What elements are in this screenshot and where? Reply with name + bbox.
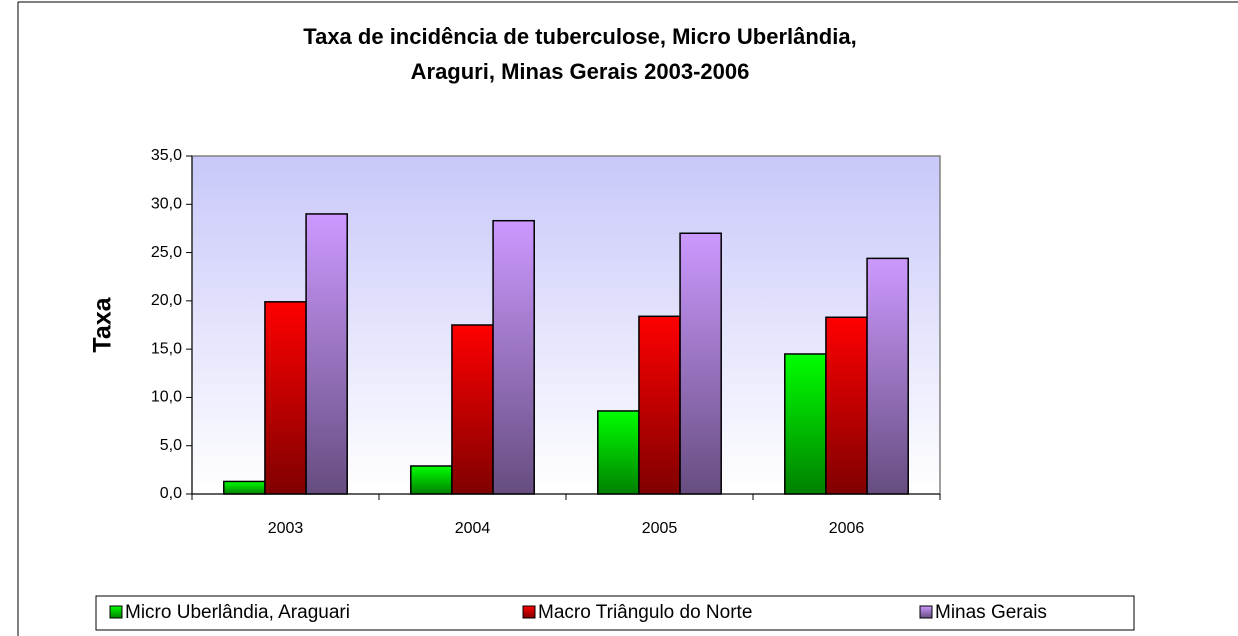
bar bbox=[223, 480, 266, 495]
y-tick-label: 5,0 bbox=[160, 437, 182, 454]
y-tick-label: 25,0 bbox=[151, 244, 182, 261]
y-tick-label: 0,0 bbox=[160, 485, 182, 502]
bar bbox=[410, 465, 453, 495]
legend-swatch bbox=[919, 605, 933, 619]
bar bbox=[825, 316, 868, 495]
bar bbox=[597, 410, 640, 495]
y-tick-label: 15,0 bbox=[151, 340, 182, 357]
x-tick-label: 2004 bbox=[455, 520, 491, 537]
legend-label: Minas Gerais bbox=[935, 602, 1047, 623]
legend-label: Micro Uberlândia, Araguari bbox=[125, 602, 350, 623]
chart-title: Araguri, Minas Gerais 2003-2006 bbox=[411, 59, 750, 84]
legend-swatch bbox=[522, 605, 536, 619]
legend-swatch bbox=[109, 605, 123, 619]
bar bbox=[264, 301, 307, 495]
bar bbox=[451, 324, 494, 495]
bar bbox=[679, 232, 722, 495]
x-tick-label: 2006 bbox=[829, 520, 865, 537]
y-tick-label: 35,0 bbox=[151, 147, 182, 164]
bar bbox=[492, 219, 535, 495]
bar bbox=[305, 213, 348, 495]
x-tick-label: 2003 bbox=[268, 520, 304, 537]
bar bbox=[638, 315, 681, 495]
legend-label: Macro Triângulo do Norte bbox=[538, 602, 752, 623]
bar bbox=[866, 257, 909, 495]
bar bbox=[784, 353, 827, 495]
y-tick-label: 30,0 bbox=[151, 196, 182, 213]
y-tick-label: 10,0 bbox=[151, 389, 182, 406]
y-axis-title: Taxa bbox=[89, 296, 117, 352]
x-tick-label: 2005 bbox=[642, 520, 678, 537]
y-tick-label: 20,0 bbox=[151, 292, 182, 309]
chart-title: Taxa de incidência de tuberculose, Micro… bbox=[303, 24, 856, 49]
legend bbox=[95, 595, 1135, 631]
